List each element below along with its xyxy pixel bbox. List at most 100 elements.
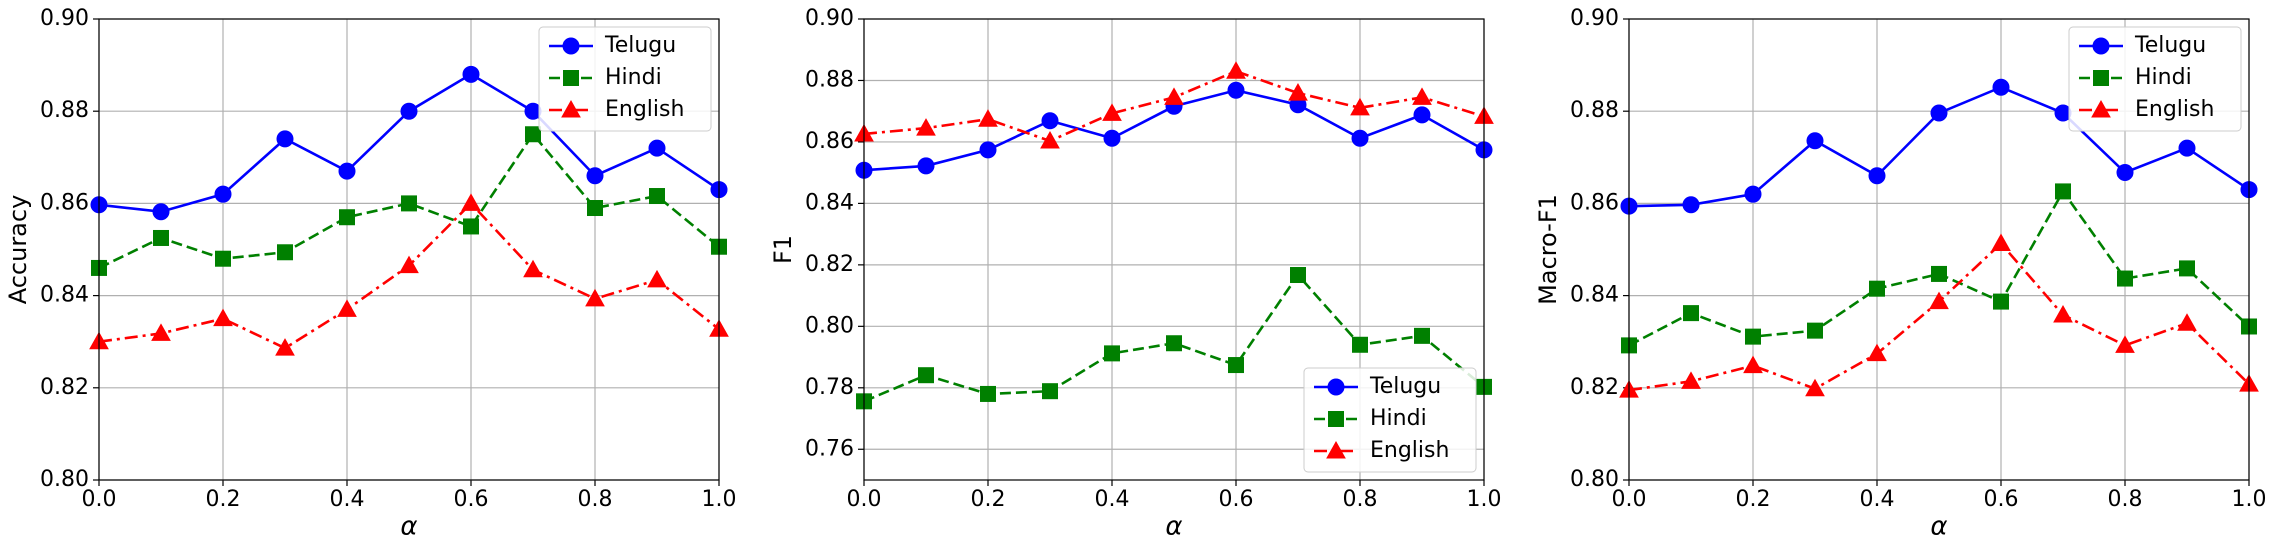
marker	[1683, 305, 1699, 322]
marker	[1041, 112, 1059, 130]
marker	[917, 157, 935, 175]
legend: Telugu Hindi English	[1303, 367, 1477, 473]
marker	[916, 118, 936, 136]
marker	[2091, 99, 2111, 118]
markers	[1619, 78, 2259, 398]
marker	[2092, 37, 2110, 55]
y-tick-label: 0.88	[1570, 98, 1619, 123]
x-tick-label: 0.2	[971, 487, 1006, 512]
marker	[400, 102, 418, 120]
marker	[1042, 383, 1058, 400]
marker	[649, 188, 665, 205]
marker	[1326, 440, 1346, 459]
marker	[1227, 81, 1245, 99]
marker	[277, 244, 293, 261]
y-tick-label: 0.76	[805, 436, 854, 461]
marker	[275, 338, 295, 356]
marker	[586, 167, 604, 185]
marker	[338, 162, 356, 180]
plot-area	[1629, 85, 2249, 392]
marker	[1991, 233, 2011, 252]
y-tick-label: 0.84	[1570, 283, 1619, 308]
marker	[525, 126, 541, 143]
x-tick-label: 0.8	[578, 487, 613, 512]
legend-box	[538, 26, 712, 132]
y-tick-label: 0.82	[1570, 375, 1619, 400]
marker	[463, 218, 479, 235]
y-axis-label: Macro-F1	[1534, 194, 1562, 305]
marker	[339, 209, 355, 226]
marker	[1682, 196, 1700, 214]
legend-label: Telugu	[604, 33, 676, 58]
x-tick-label: 0.8	[2108, 487, 2143, 512]
plot-frame	[863, 18, 1485, 481]
marker	[1992, 78, 2010, 96]
y-tick-label: 0.84	[805, 190, 854, 215]
marker	[1104, 345, 1120, 362]
marker	[215, 250, 231, 267]
marker	[1931, 265, 1947, 282]
y-tick-label: 0.80	[1570, 467, 1619, 492]
marker	[1993, 293, 2009, 310]
plot-frame	[98, 18, 720, 481]
subplot: 0.0 0.2 0.4 0.6 0.8 1.0 0.76 0.78 0.80 0.82 0.84 0.…	[769, 6, 1502, 542]
marker	[1413, 106, 1431, 124]
x-axis-label: α	[1165, 512, 1182, 542]
x-tick-label: 0.6	[454, 487, 489, 512]
y-tick-label: 0.80	[40, 467, 89, 492]
marker	[1412, 87, 1432, 105]
x-tick-label: 0.6	[1219, 487, 1254, 512]
y-tick-label: 0.80	[805, 313, 854, 338]
marker	[2178, 139, 2196, 157]
marker	[1930, 104, 1948, 122]
legend-label: Hindi	[1370, 406, 1427, 431]
marker	[2177, 313, 2197, 331]
series-line	[1629, 241, 2249, 392]
marker	[647, 269, 667, 288]
marker	[2115, 335, 2135, 353]
marker	[918, 367, 934, 384]
x-tick-label: 0.4	[330, 487, 365, 512]
marker	[1228, 357, 1244, 374]
marker	[399, 255, 419, 274]
marker	[1350, 97, 1370, 116]
x-tick-label: 1.0	[702, 487, 737, 512]
marker	[1328, 411, 1344, 427]
marker	[1867, 343, 1887, 362]
marker	[978, 109, 998, 127]
x-axis-label: α	[400, 512, 417, 542]
marker	[2053, 304, 2073, 323]
legend-box	[2068, 26, 2242, 132]
marker	[523, 259, 543, 278]
marker	[1102, 103, 1122, 121]
legend-label: English	[1370, 438, 1449, 463]
marker	[1745, 328, 1761, 345]
marker	[2179, 260, 2195, 277]
marker	[1806, 132, 1824, 150]
marker	[562, 37, 580, 55]
x-tick-label: 0.6	[1984, 487, 2019, 512]
marker	[1352, 336, 1368, 353]
marker	[152, 203, 170, 221]
marker	[151, 323, 171, 341]
x-tick-label: 1.0	[2232, 487, 2267, 512]
marker	[337, 299, 357, 317]
marker	[561, 99, 581, 118]
marker	[563, 70, 579, 86]
marker	[1164, 87, 1184, 105]
marker	[1929, 291, 1949, 310]
marker	[1743, 355, 1763, 374]
marker	[587, 200, 603, 217]
y-tick-label: 0.88	[805, 67, 854, 92]
y-axis-label: F1	[769, 235, 797, 264]
marker	[1166, 335, 1182, 352]
marker	[401, 195, 417, 212]
marker	[1040, 130, 1060, 149]
marker	[1351, 129, 1369, 147]
y-tick-label: 0.78	[805, 375, 854, 400]
marker	[2116, 164, 2134, 182]
markers	[854, 61, 1494, 410]
x-axis-label: α	[1930, 512, 1947, 542]
marker	[1288, 83, 1308, 101]
